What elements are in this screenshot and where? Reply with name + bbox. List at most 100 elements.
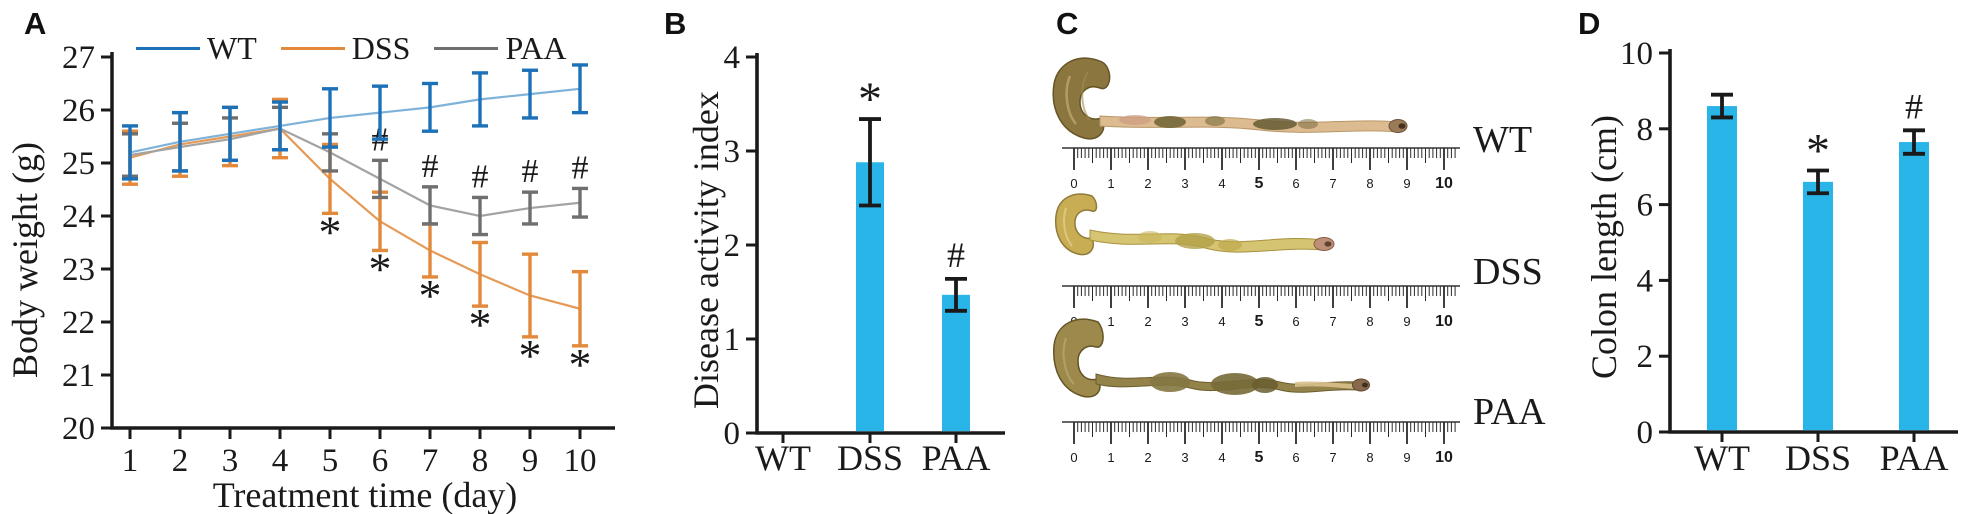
svg-text:WT: WT [755,438,811,478]
svg-text:#: # [1905,86,1923,126]
svg-text:26: 26 [62,93,95,129]
ruler-wt: 0 1 2 3 4 5 6 7 8 9 10 [1062,147,1460,192]
svg-text:1: 1 [1107,176,1114,191]
panel-b-chart: 0 1 2 3 4 WT DSS * PAA # [724,40,1005,478]
svg-text:4: 4 [724,40,741,76]
svg-text:2: 2 [1144,176,1151,191]
colon-photo-dss [1054,193,1335,256]
svg-text:10: 10 [1435,313,1453,330]
svg-text:25: 25 [62,146,95,182]
ruler-paa: 0 1 2 3 4 5 6 7 8 9 10 [1062,421,1460,466]
svg-text:3: 3 [1181,450,1188,465]
svg-text:0: 0 [1070,450,1077,465]
svg-text:24: 24 [62,199,95,235]
svg-text:8: 8 [1366,450,1373,465]
legend-item-dss: DSS [280,30,411,67]
svg-text:5: 5 [1255,175,1264,192]
svg-text:5: 5 [322,443,339,479]
svg-text:DSS: DSS [1785,438,1851,478]
svg-text:3: 3 [724,134,741,170]
svg-text:27: 27 [62,40,95,76]
svg-text:20: 20 [62,411,95,447]
svg-text:6: 6 [1637,188,1654,224]
legend-line-wt [136,47,200,50]
panel-b-label: B [664,6,687,41]
svg-text:10: 10 [1435,175,1453,192]
svg-text:*: * [858,73,882,126]
legend-line-dss [280,47,345,50]
svg-text:8: 8 [1366,176,1373,191]
svg-text:#: # [522,153,539,190]
panel-c-row-label-paa: PAA [1473,391,1546,433]
svg-text:7: 7 [1329,176,1336,191]
panel-c-row-label-wt: WT [1473,119,1533,161]
panel-a-legend: WT DSS PAA [136,30,591,67]
colon-photo-paa [1053,318,1370,398]
svg-text:8: 8 [1637,112,1654,148]
svg-text:9: 9 [1403,450,1410,465]
svg-text:7: 7 [1329,450,1336,465]
legend-item-wt: WT [136,30,257,67]
svg-text:*: * [369,243,392,294]
panel-d: D Colon length (cm) 0 2 4 6 8 10 WT DSS * PAA # [1530,0,1969,514]
legend-line-paa [434,47,499,50]
panel-b: B Disease activity index 0 1 2 3 4 WT DSS * PAA # [660,0,1040,514]
panel-c-label: C [1056,6,1079,41]
svg-text:4: 4 [1218,314,1225,329]
svg-text:*: * [569,339,592,390]
svg-text:1: 1 [1107,450,1114,465]
svg-text:5: 5 [1255,449,1264,466]
svg-text:23: 23 [62,252,95,288]
svg-text:*: * [1806,124,1830,177]
legend-label-wt: WT [207,30,257,66]
panel-d-label: D [1578,6,1601,41]
svg-text:0: 0 [724,416,741,452]
svg-text:9: 9 [1403,176,1410,191]
panel-c-photos: 0 1 2 3 4 5 6 7 8 9 10 0 1 2 3 4 5 6 7 8 9 10 [1052,57,1460,466]
svg-text:PAA: PAA [922,438,991,478]
svg-text:9: 9 [1403,314,1410,329]
svg-text:2: 2 [1144,314,1151,329]
svg-text:1: 1 [1107,314,1114,329]
svg-text:#: # [572,149,589,186]
svg-text:4: 4 [1218,450,1225,465]
svg-text:10: 10 [1620,36,1653,72]
svg-text:6: 6 [1292,450,1299,465]
svg-text:5: 5 [1255,313,1264,330]
legend-item-paa: PAA [434,30,567,67]
svg-text:*: * [469,299,492,350]
svg-text:#: # [947,235,965,275]
panel-a: A Body weight (g) WT DSS PAA 20 21 22 23 24 25 2… [0,0,660,514]
svg-text:3: 3 [222,443,239,479]
svg-text:22: 22 [62,305,95,341]
svg-text:10: 10 [1435,449,1453,466]
svg-text:4: 4 [1637,263,1654,299]
svg-text:10: 10 [564,443,597,479]
colon-photo-wt [1052,57,1408,140]
svg-text:3: 3 [1181,176,1188,191]
svg-text:0: 0 [1637,415,1654,451]
svg-text:DSS: DSS [837,438,903,478]
svg-text:1: 1 [122,443,139,479]
svg-text:*: * [519,330,542,381]
legend-label-dss: DSS [351,30,411,66]
svg-text:21: 21 [62,358,95,394]
svg-text:9: 9 [522,443,539,479]
panel-c: C 0 1 2 3 4 5 6 7 8 9 10 [1040,0,1546,514]
svg-text:4: 4 [1218,176,1225,191]
svg-text:2: 2 [724,228,741,264]
panel-c-row-label-dss: DSS [1473,251,1543,293]
svg-text:6: 6 [1292,176,1299,191]
svg-text:*: * [319,206,342,257]
svg-text:1: 1 [724,322,741,358]
panel-d-chart: 0 2 4 6 8 10 WT DSS * PAA # [1620,36,1958,478]
svg-text:8: 8 [472,443,489,479]
svg-text:*: * [419,270,442,321]
svg-text:#: # [472,158,489,195]
legend-label-paa: PAA [505,30,567,66]
svg-text:PAA: PAA [1880,438,1949,478]
svg-text:2: 2 [1144,450,1151,465]
